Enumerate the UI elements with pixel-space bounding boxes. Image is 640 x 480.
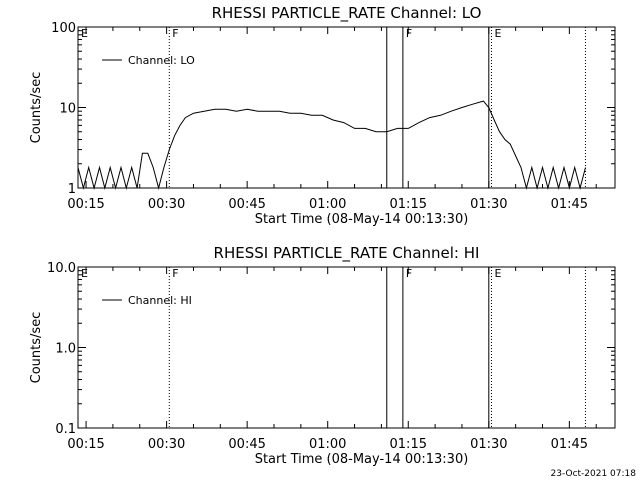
x-tick-label: 00:30 <box>148 437 185 452</box>
chart-title: RHESSI PARTICLE_RATE Channel: LO <box>212 4 482 23</box>
y-tick-label: 10.0 <box>47 261 76 276</box>
x-tick-label: 01:45 <box>551 437 588 452</box>
y-tick-label: 10 <box>59 102 76 117</box>
legend: Channel: LO <box>102 54 195 67</box>
flag-label: E <box>494 267 501 280</box>
x-tick-label: 01:45 <box>551 197 588 212</box>
x-tick-label: 01:00 <box>309 197 346 212</box>
x-tick-label: 00:30 <box>148 197 185 212</box>
footer-timestamp: 23-Oct-2021 07:18 <box>551 469 637 479</box>
series-line-0 <box>77 100 586 190</box>
y-tick-label: 0.1 <box>55 422 76 437</box>
chart-panel-1: RHESSI PARTICLE_RATE Channel: HI 00:15 00:… <box>29 244 616 467</box>
x-tick-label: 01:15 <box>390 197 427 212</box>
x-axis-label: Start Time (08-May-14 00:13:30) <box>255 452 469 467</box>
x-tick-label: 01:00 <box>309 437 346 452</box>
x-axis-label: Start Time (08-May-14 00:13:30) <box>255 212 469 227</box>
x-tick-label: 01:15 <box>390 437 427 452</box>
chart-panel-0: RHESSI PARTICLE_RATE Channel: LO 00:15 00:… <box>29 4 616 227</box>
x-tick-label: 00:15 <box>67 437 104 452</box>
legend-label: Channel: HI <box>128 294 192 307</box>
y-axis-label: Counts/sec <box>29 72 44 144</box>
x-tick-label: 01:30 <box>470 197 507 212</box>
flag-label: E <box>81 27 88 40</box>
x-tick-label: 00:15 <box>67 197 104 212</box>
plot-frame <box>77 26 616 189</box>
y-tick-label: 100 <box>51 21 76 36</box>
legend-label: Channel: LO <box>128 54 195 67</box>
flag-label: E <box>494 27 501 40</box>
x-tick-label: 01:30 <box>470 437 507 452</box>
legend: Channel: HI <box>102 294 192 307</box>
plot-frame <box>77 266 616 429</box>
flag-label: F <box>406 27 412 40</box>
flag-label: F <box>406 267 412 280</box>
chart-title: RHESSI PARTICLE_RATE Channel: HI <box>214 244 480 263</box>
flag-label: E <box>81 267 88 280</box>
y-tick-label: 1.0 <box>55 342 76 357</box>
x-tick-label: 00:45 <box>228 197 265 212</box>
y-axis-label: Counts/sec <box>29 312 44 384</box>
x-tick-label: 00:45 <box>228 437 265 452</box>
flag-label: F <box>172 27 178 40</box>
y-tick-label: 1 <box>68 182 76 197</box>
flag-label: F <box>172 267 178 280</box>
